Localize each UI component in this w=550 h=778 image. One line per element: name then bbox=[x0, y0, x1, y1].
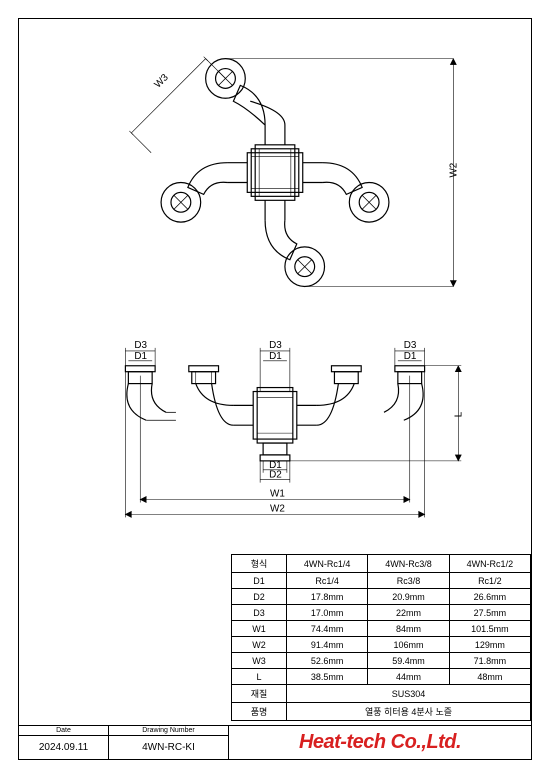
table-header-row: 형식 4WN-Rc1/4 4WN-Rc3/8 4WN-Rc1/2 bbox=[232, 555, 531, 573]
title-block: 형식 4WN-Rc1/4 4WN-Rc3/8 4WN-Rc1/2 D1Rc1/4… bbox=[19, 554, 531, 759]
date-cell: Date 2024.09.11 bbox=[19, 726, 109, 759]
drawing-area: W3 W2 bbox=[19, 19, 531, 554]
drawing-number-value: 4WN-RC-KI bbox=[109, 736, 228, 759]
table-row: D217.8mm20.9mm26.6mm bbox=[232, 589, 531, 605]
table-row: L38.5mm44mm48mm bbox=[232, 669, 531, 685]
spec-table: 형식 4WN-Rc1/4 4WN-Rc3/8 4WN-Rc1/2 D1Rc1/4… bbox=[231, 554, 531, 721]
table-row: D1Rc1/4Rc3/8Rc1/2 bbox=[232, 573, 531, 589]
svg-text:D1: D1 bbox=[404, 351, 417, 362]
product-name-row: 품명열풍 히터용 4분사 노즐 bbox=[232, 703, 531, 721]
svg-text:D1: D1 bbox=[269, 351, 282, 362]
date-label: Date bbox=[19, 726, 108, 736]
svg-text:W1: W1 bbox=[270, 489, 285, 500]
date-value: 2024.09.11 bbox=[19, 736, 108, 759]
company-logo: Heat-tech Co.,Ltd. bbox=[229, 726, 531, 759]
table-row: W352.6mm59.4mm71.8mm bbox=[232, 653, 531, 669]
svg-text:W2: W2 bbox=[270, 503, 285, 514]
top-view: W3 W2 bbox=[129, 57, 459, 287]
svg-text:D3: D3 bbox=[269, 340, 282, 351]
technical-drawing: W3 W2 bbox=[19, 19, 531, 554]
drawing-number-label: Drawing Number bbox=[109, 726, 228, 736]
drawing-sheet: W3 W2 bbox=[18, 18, 532, 760]
svg-text:D2: D2 bbox=[269, 470, 282, 481]
svg-text:L: L bbox=[453, 411, 464, 417]
svg-text:D1: D1 bbox=[134, 351, 147, 362]
front-view: D3 D1 D3 D1 D3 D1 D bbox=[125, 340, 464, 517]
svg-text:D3: D3 bbox=[134, 340, 147, 351]
table-row: W291.4mm106mm129mm bbox=[232, 637, 531, 653]
col-type: 형식 bbox=[232, 555, 287, 573]
table-row: D317.0mm22mm27.5mm bbox=[232, 605, 531, 621]
svg-text:W2: W2 bbox=[448, 163, 459, 178]
material-row: 재질SUS304 bbox=[232, 685, 531, 703]
footer-row: Date 2024.09.11 Drawing Number 4WN-RC-KI… bbox=[19, 725, 531, 759]
table-row: W174.4mm84mm101.5mm bbox=[232, 621, 531, 637]
drawing-number-cell: Drawing Number 4WN-RC-KI bbox=[109, 726, 229, 759]
svg-text:W3: W3 bbox=[152, 72, 171, 91]
svg-text:D3: D3 bbox=[404, 340, 417, 351]
